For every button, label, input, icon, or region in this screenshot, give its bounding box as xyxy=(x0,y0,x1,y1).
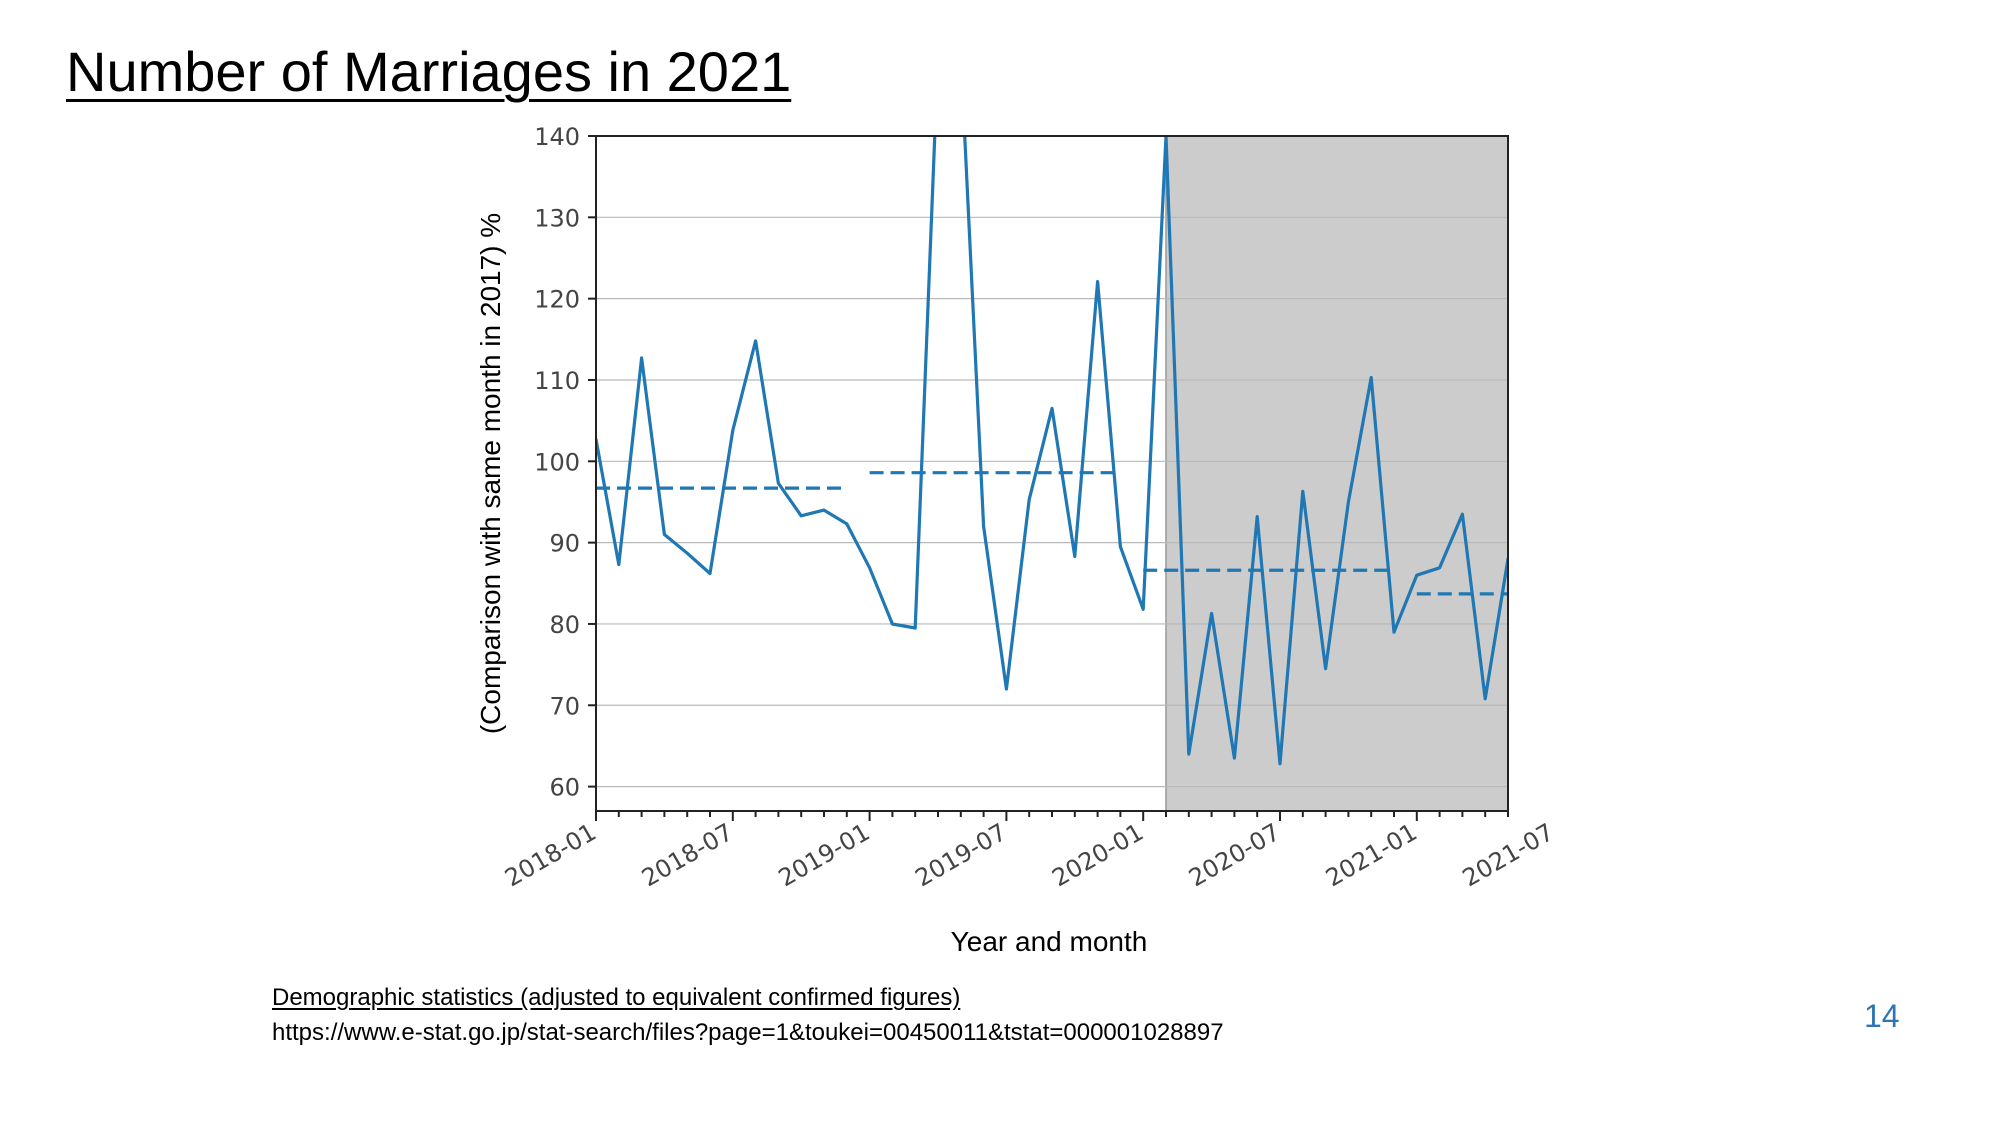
x-tick-label: 2018-07 xyxy=(637,818,738,892)
y-tick-label: 80 xyxy=(549,611,580,639)
x-tick-label: 2021-01 xyxy=(1321,818,1422,892)
x-tick-label: 2020-01 xyxy=(1047,818,1148,892)
source-url[interactable]: https://www.e-stat.go.jp/stat-search/fil… xyxy=(272,1019,1224,1046)
y-tick-label: 100 xyxy=(534,448,580,476)
source-title: Demographic statistics (adjusted to equi… xyxy=(272,984,961,1011)
y-axis-label: (Comparison with same month in 2017) % xyxy=(475,213,506,734)
x-tick-label: 2018-01 xyxy=(500,818,601,892)
y-tick-label: 120 xyxy=(534,286,580,314)
x-tick-label: 2021-07 xyxy=(1458,818,1559,892)
y-tick-label: 70 xyxy=(549,692,580,720)
x-tick-label: 2020-07 xyxy=(1184,818,1285,892)
y-tick-label: 60 xyxy=(549,774,580,802)
slide-title: Number of Marriages in 2021 xyxy=(66,40,792,103)
x-tick-label: 2019-01 xyxy=(774,818,875,892)
covid-shaded-region xyxy=(1166,136,1508,811)
x-tick-label: 2019-07 xyxy=(911,818,1012,892)
y-tick-label: 110 xyxy=(534,367,580,395)
x-axis-label: Year and month xyxy=(951,926,1148,957)
x-axis-ticks: 2018-01 2018-07 2019-01 2019-07 2020-01 2020-… xyxy=(500,811,1559,892)
y-axis-ticks: 60 70 80 90 100 110 120 130 140 xyxy=(534,123,596,802)
y-tick-label: 140 xyxy=(534,123,580,151)
monthly-series-line xyxy=(596,136,1508,766)
y-tick-label: 130 xyxy=(534,204,580,232)
page-number: 14 xyxy=(1864,998,1900,1034)
y-tick-label: 90 xyxy=(549,530,580,558)
